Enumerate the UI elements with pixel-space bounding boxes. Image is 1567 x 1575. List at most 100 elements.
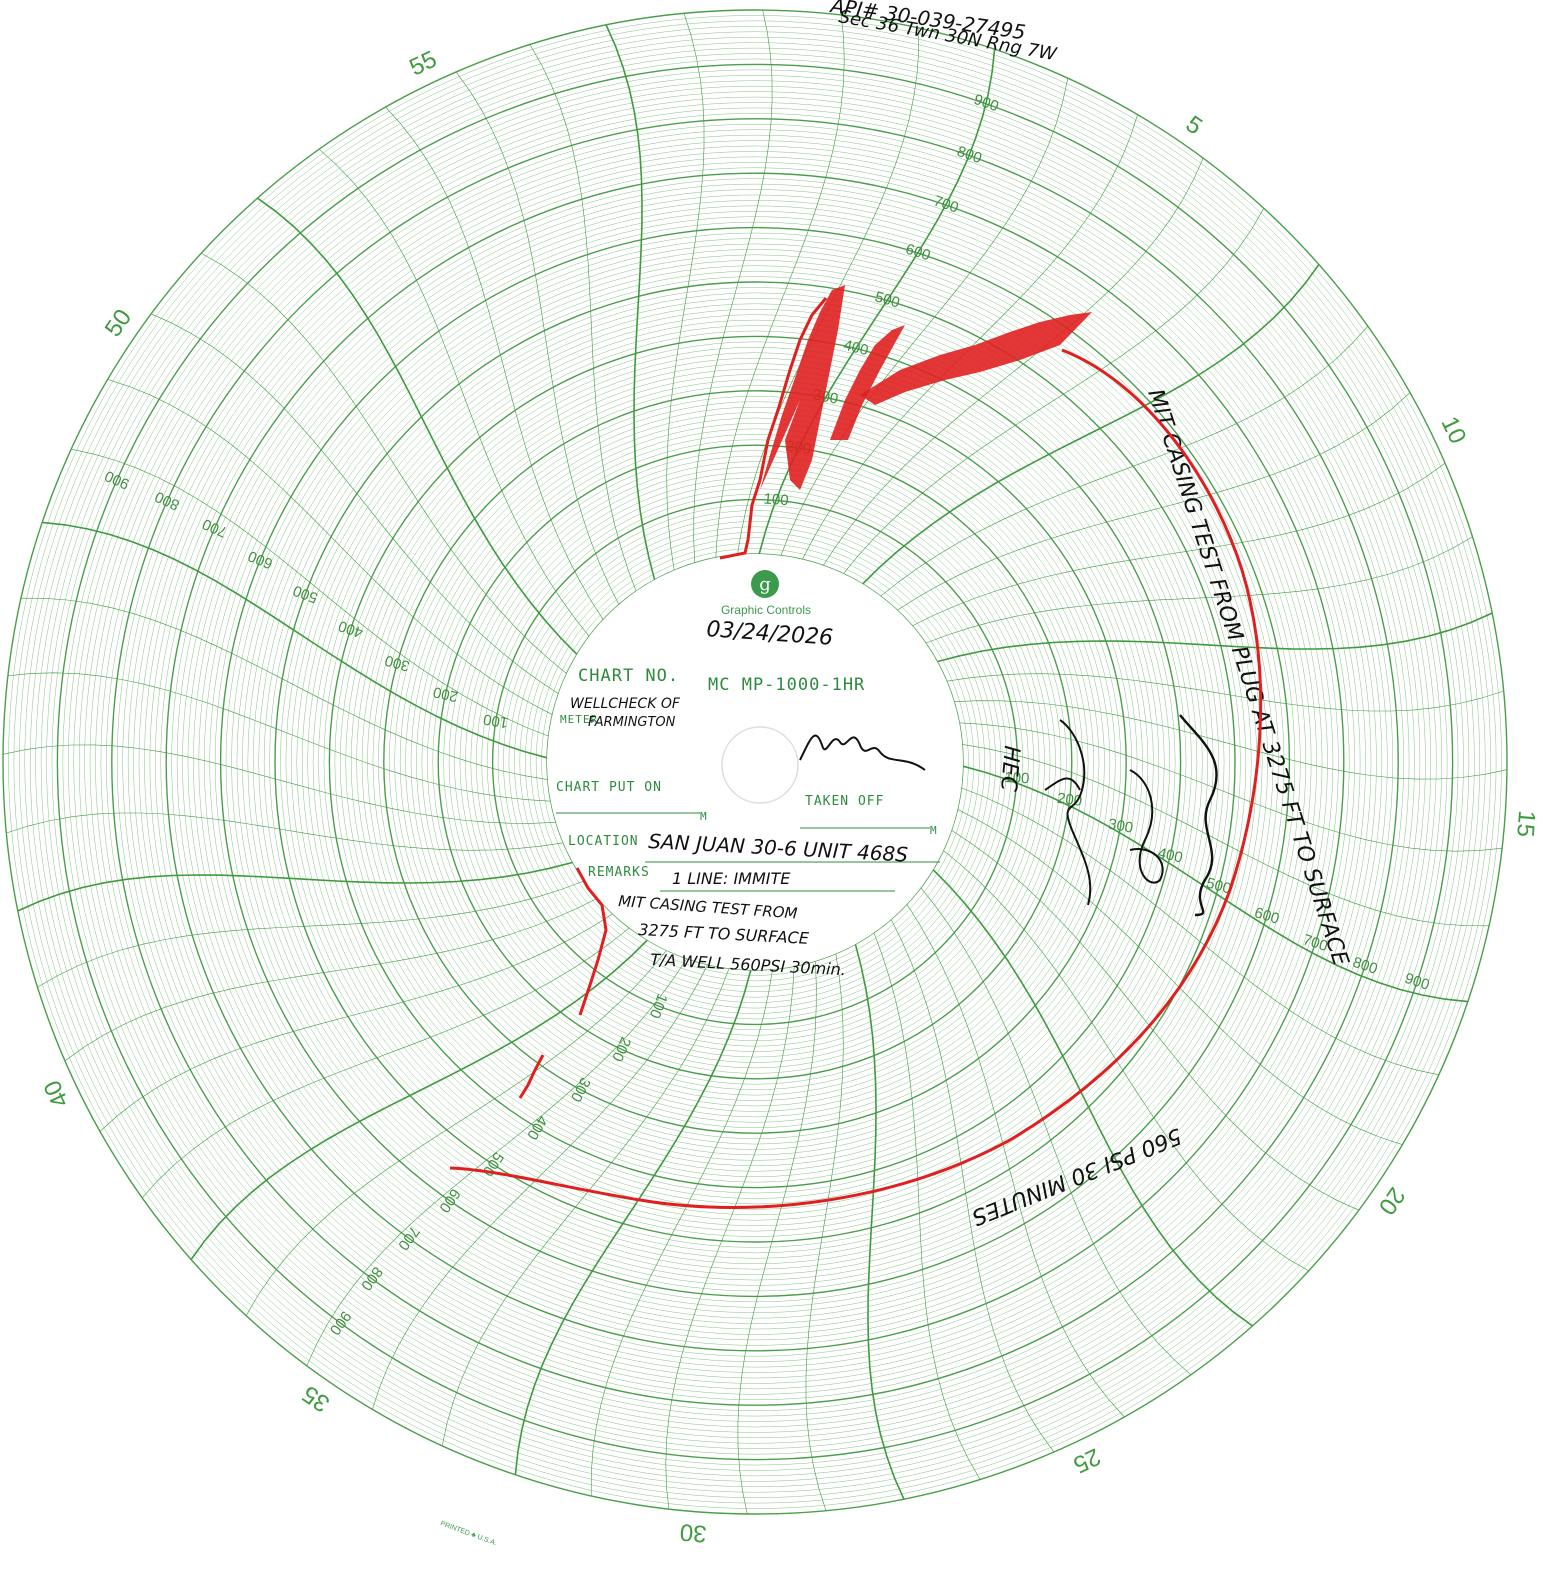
minor-ring	[84, 91, 1426, 1433]
minor-ring	[24, 31, 1486, 1493]
major-time-arc	[190, 939, 648, 1260]
minor-time-arc	[880, 325, 1369, 597]
scale-label-300: 300	[1107, 816, 1135, 837]
put-on-m: M	[700, 810, 708, 823]
minute-label-30: 30	[679, 1518, 708, 1547]
major-ring	[111, 118, 1399, 1406]
minor-ring	[29, 36, 1481, 1488]
minor-ring	[350, 357, 1160, 1167]
scale-label-300: 300	[383, 651, 412, 674]
minor-ring	[312, 319, 1198, 1205]
scale-label-800: 800	[1351, 954, 1380, 978]
minor-time-arc	[245, 950, 667, 1316]
major-ring	[383, 390, 1127, 1134]
trace-ramp-1	[719, 297, 828, 560]
chart-put-on-label: CHART PUT ON	[556, 780, 662, 795]
minor-ring	[204, 211, 1306, 1313]
major-time-arc	[854, 944, 905, 1500]
major-ring	[219, 226, 1291, 1298]
minor-ring	[62, 69, 1448, 1455]
minor-time-arc	[873, 932, 981, 1480]
handwritten-meter-2: FARMINGTON	[588, 715, 676, 730]
major-time-arc	[42, 521, 548, 759]
trace-bleed-2	[518, 1054, 545, 1099]
minor-ring	[122, 129, 1388, 1395]
minor-ring	[378, 385, 1132, 1139]
signature-right-3	[1129, 769, 1164, 884]
minor-time-arc	[890, 919, 1055, 1453]
brand-logo: g	[751, 570, 779, 598]
minor-time-arc	[64, 897, 598, 1062]
minor-ring	[133, 140, 1377, 1384]
scale-label-700: 700	[200, 515, 230, 541]
minor-ring	[193, 200, 1317, 1324]
scale-label-900: 900	[326, 1308, 355, 1338]
minor-ring	[138, 145, 1372, 1379]
major-ring	[437, 444, 1073, 1080]
taken-off-m: M	[930, 824, 938, 837]
minor-ring	[127, 134, 1383, 1390]
minor-ring	[416, 423, 1094, 1101]
pressure-trace	[449, 285, 1263, 1209]
scale-label-500: 500	[1204, 875, 1233, 898]
minor-time-arc	[372, 964, 708, 1410]
minor-time-arc	[693, 9, 773, 563]
minor-ring	[394, 401, 1116, 1123]
major-time-arc	[257, 197, 578, 655]
minor-time-arc	[920, 887, 1192, 1376]
minor-ring	[117, 124, 1393, 1400]
major-time-arc	[932, 869, 1253, 1327]
minor-ring	[519, 526, 991, 998]
minor-ring	[269, 276, 1241, 1248]
minor-ring	[340, 347, 1170, 1177]
minor-ring	[432, 439, 1078, 1085]
scale-label-400: 400	[336, 617, 365, 641]
remarks-label: REMARKS	[588, 865, 650, 880]
minor-time-arc	[385, 106, 604, 620]
minor-ring	[323, 330, 1187, 1194]
minor-ring	[236, 243, 1274, 1281]
minor-ring	[535, 542, 975, 982]
scale-label-600: 600	[903, 241, 932, 265]
minute-label-55: 55	[405, 46, 441, 82]
minor-time-arc	[822, 157, 1204, 566]
minor-ring	[361, 368, 1149, 1156]
minor-ring	[263, 270, 1247, 1254]
minor-time-arc	[737, 961, 817, 1515]
scale-label-700: 700	[1301, 931, 1330, 955]
minor-time-arc	[441, 968, 730, 1446]
minor-time-arc	[946, 673, 1504, 712]
minor-ring	[160, 167, 1350, 1357]
minor-ring	[155, 162, 1355, 1362]
scale-label-500: 500	[291, 582, 320, 607]
minor-ring	[19, 26, 1491, 1498]
scale-label-600: 600	[1252, 904, 1281, 928]
minor-ring	[389, 396, 1121, 1128]
minor-ring	[13, 20, 1497, 1504]
minor-time-arc	[107, 379, 553, 715]
logo-letter: g	[759, 574, 771, 595]
minor-ring	[481, 488, 1029, 1036]
minute-label-50: 50	[100, 304, 137, 341]
signature-right-2	[1179, 714, 1218, 917]
minor-ring	[231, 238, 1279, 1286]
scale-label-500: 500	[873, 288, 902, 311]
minor-ring	[51, 58, 1459, 1466]
minor-time-arc	[318, 148, 590, 637]
handwritten-bottom-note: 560 PSI 30 MINUTES	[968, 1122, 1185, 1229]
major-ring	[165, 172, 1345, 1352]
scale-label-700: 700	[394, 1223, 422, 1253]
minor-ring	[258, 265, 1252, 1259]
minor-ring	[443, 450, 1067, 1074]
minor-ring	[421, 428, 1089, 1096]
trace-fill-3	[860, 312, 1092, 405]
minor-ring	[149, 156, 1361, 1368]
minor-ring	[405, 412, 1105, 1112]
scale-label-400: 400	[523, 1112, 550, 1142]
minor-ring	[214, 221, 1296, 1303]
minute-label-40: 40	[39, 1076, 75, 1112]
signature-center	[799, 734, 926, 771]
scale-label-400: 400	[1156, 845, 1184, 867]
minor-time-arc	[943, 850, 1309, 1272]
major-ring	[2, 9, 1508, 1515]
